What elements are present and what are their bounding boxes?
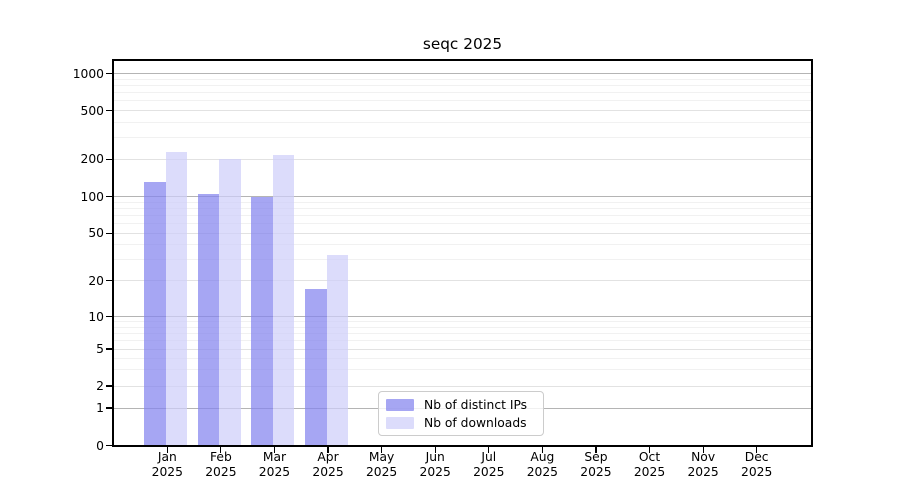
y-tick-label: 5 [96, 342, 104, 356]
y-tick-mark [105, 348, 113, 350]
legend-item: Nb of distinct IPs [386, 396, 543, 414]
y-tick-label: 1000 [72, 66, 104, 81]
y-tick-label: 20 [88, 273, 104, 288]
y-tick-mark [105, 385, 113, 387]
bar-mar-distinct-ips [251, 196, 273, 446]
gridline-minor [113, 259, 812, 261]
gridline-major [113, 196, 812, 198]
x-tick-mark [488, 446, 490, 454]
gridline-minor [113, 207, 812, 209]
gridline-minor [113, 100, 812, 102]
x-tick-label: Mar 2025 [258, 450, 291, 480]
y-tick-mark [105, 158, 113, 160]
gridline-major [113, 316, 812, 318]
y-tick-mark [105, 316, 113, 318]
gridline [113, 385, 812, 387]
x-tick-mark [327, 446, 329, 454]
gridline-minor [113, 201, 812, 203]
legend: Nb of distinct IPs Nb of downloads [378, 390, 544, 436]
x-tick-label: Apr 2025 [312, 450, 344, 480]
gridline [113, 280, 812, 282]
bar-feb-downloads [219, 159, 241, 446]
legend-item: Nb of downloads [386, 414, 543, 432]
gridline-minor [113, 340, 812, 341]
x-tick-mark [702, 446, 704, 454]
x-tick-mark [381, 446, 383, 454]
gridline [113, 158, 812, 160]
x-tick-mark [273, 446, 276, 454]
y-tick-label: 200 [80, 152, 104, 167]
x-tick-label: May 2025 [365, 450, 398, 480]
bar-jan-distinct-ips [144, 181, 166, 446]
right-spine [811, 59, 813, 447]
x-tick-mark [541, 446, 543, 454]
x-tick-mark [756, 446, 758, 454]
bar-jan-downloads [165, 151, 188, 446]
bar-mar-downloads [272, 154, 295, 446]
gridline-major [113, 73, 812, 75]
y-tick-label: 2 [96, 379, 104, 393]
gridline-minor [113, 78, 812, 80]
gridline [113, 110, 812, 112]
x-tick-label: Oct 2025 [633, 450, 666, 480]
gridline-minor [113, 122, 812, 124]
y-tick-mark [105, 110, 113, 112]
x-tick-mark [595, 446, 597, 454]
y-tick-label: 10 [88, 309, 104, 324]
y-tick-label: 0 [96, 438, 104, 453]
x-tick-mark [434, 446, 436, 454]
y-tick-mark [105, 407, 113, 409]
gridline-minor [113, 369, 812, 371]
gridline-minor [113, 85, 812, 87]
gridline-minor [113, 92, 812, 94]
x-tick-label: Jun 2025 [419, 450, 451, 480]
bar-apr-downloads [326, 254, 349, 446]
bar-feb-distinct-ips [197, 193, 220, 446]
y-tick-label: 100 [80, 189, 104, 204]
x-tick-label: Jan 2025 [151, 450, 183, 480]
x-tick-label: Sep 2025 [580, 450, 612, 480]
gridline-minor [113, 215, 812, 217]
gridline-minor [113, 326, 812, 328]
y-tick-mark [105, 232, 113, 234]
y-tick-label: 50 [88, 226, 104, 241]
legend-swatch-distinct-ips [386, 398, 414, 411]
x-tick-mark [648, 446, 651, 454]
x-tick-label: Aug 2025 [526, 450, 558, 480]
plot-area [113, 60, 812, 446]
x-tick-mark [166, 446, 168, 454]
bottom-spine [112, 445, 813, 447]
x-tick-label: Dec 2025 [741, 450, 773, 480]
gridline [113, 232, 812, 234]
gridline-minor [113, 223, 812, 225]
bar-apr-distinct-ips [305, 289, 327, 446]
y-tick-mark [105, 445, 113, 447]
y-tick-label: 500 [80, 103, 104, 118]
left-spine [112, 59, 114, 447]
gridline-minor [113, 244, 812, 246]
x-tick-label: Nov 2025 [687, 450, 719, 480]
gridline-minor [113, 332, 812, 334]
gridline [113, 348, 812, 350]
x-tick-label: Jul 2025 [473, 450, 505, 480]
legend-label: Nb of downloads [424, 415, 527, 430]
x-tick-label: Feb 2025 [205, 450, 237, 480]
legend-swatch-downloads [386, 416, 414, 429]
legend-label: Nb of distinct IPs [424, 397, 528, 412]
y-tick-mark [105, 280, 113, 282]
y-tick-mark [105, 196, 113, 198]
gridline-minor [113, 137, 812, 139]
x-tick-mark [220, 446, 222, 454]
top-spine [112, 59, 813, 61]
y-tick-mark [105, 73, 113, 75]
y-tick-label: 1 [96, 401, 104, 415]
chart-title: seqc 2025 [422, 35, 503, 53]
gridline-minor [113, 357, 812, 359]
gridline-minor [113, 321, 812, 323]
